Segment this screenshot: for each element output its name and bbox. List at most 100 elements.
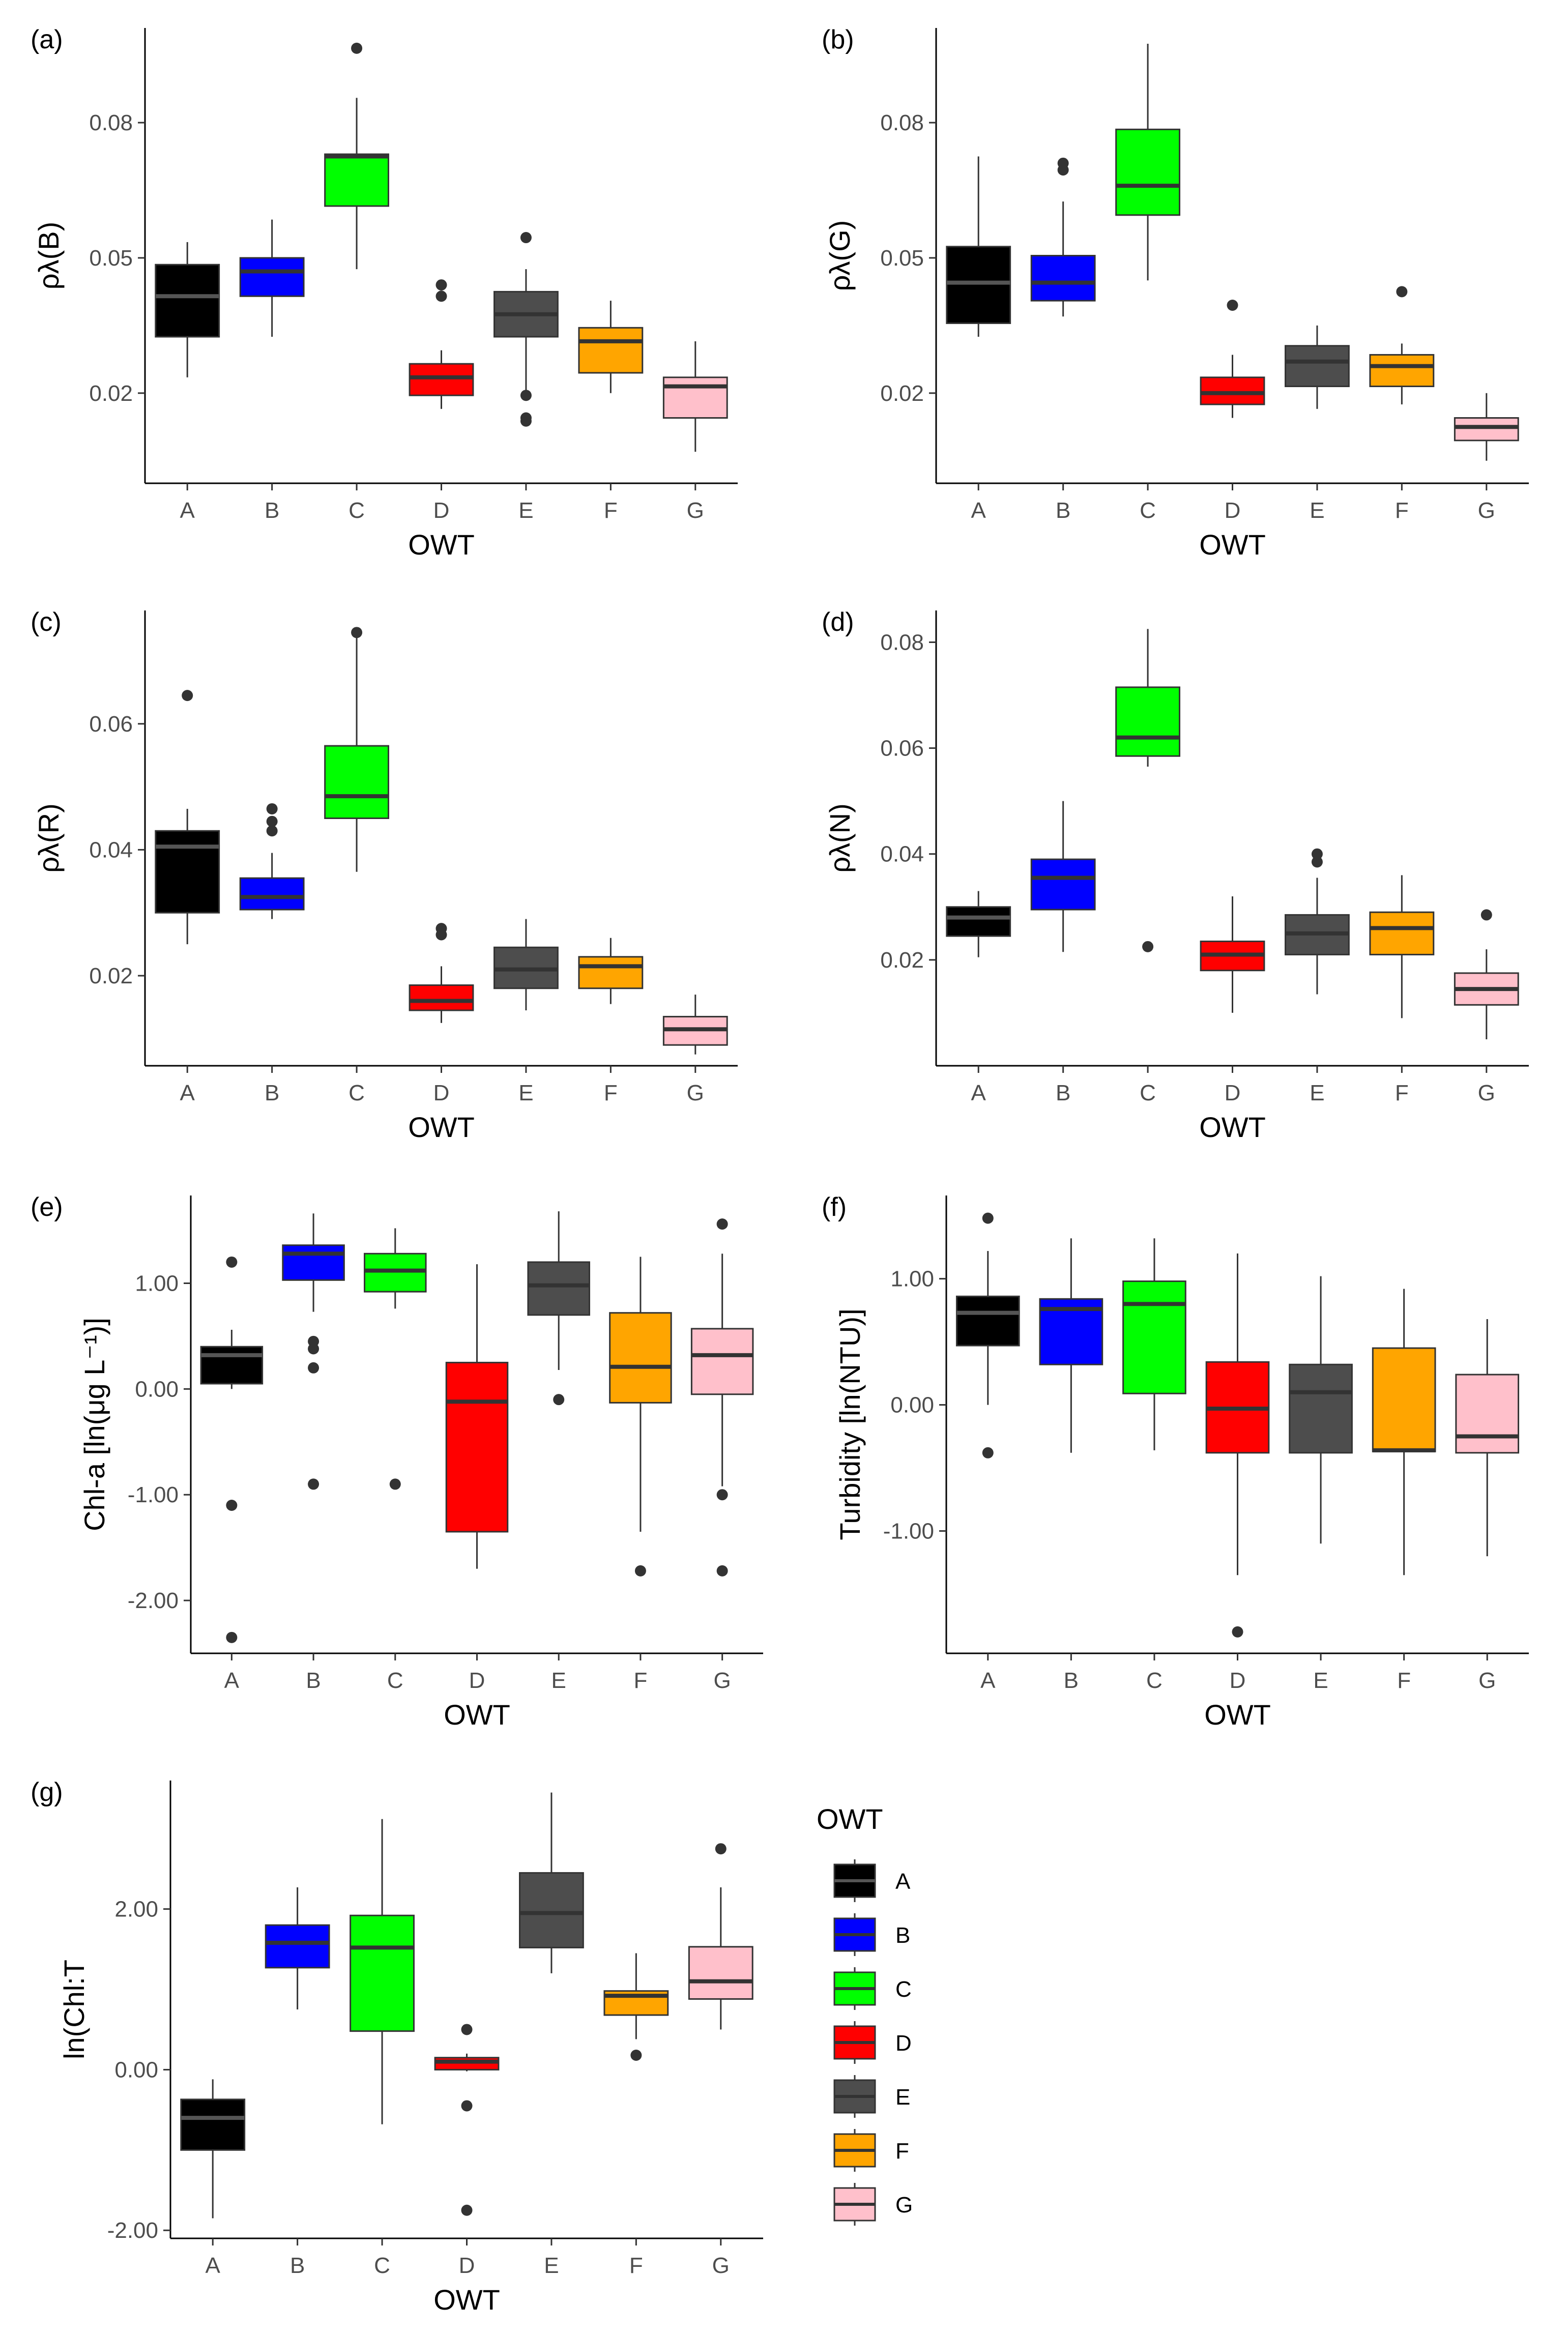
x-axis-title: OWT	[1199, 1111, 1266, 1143]
outlier-point	[1480, 909, 1492, 921]
x-tick-label: D	[459, 2253, 475, 2278]
legend-label: G	[895, 2193, 913, 2218]
y-tick-label: 0.05	[880, 246, 924, 271]
y-axis-title: ρλ(R)	[33, 803, 65, 873]
legend: OWT A B C D E F G	[817, 1803, 913, 2226]
x-tick-label: A	[980, 1668, 996, 1693]
outlier-point	[982, 1447, 994, 1458]
y-tick-label: -2.00	[128, 1588, 179, 1613]
x-tick-label: C	[349, 498, 365, 523]
legend-label: E	[895, 2085, 910, 2110]
y-tick-label: 0.02	[880, 381, 924, 406]
x-tick-label: B	[1064, 1668, 1079, 1693]
outlier-point	[266, 803, 278, 814]
x-tick-label: G	[712, 2253, 730, 2278]
legend-title: OWT	[817, 1803, 883, 1835]
legend-label: F	[895, 2139, 909, 2164]
y-tick-label: 0.08	[880, 110, 924, 135]
box-B	[265, 1924, 330, 1969]
box-A	[155, 830, 220, 914]
y-tick-label: -1.00	[128, 1482, 179, 1507]
y-tick-label: 0.08	[880, 630, 924, 655]
box-F	[1369, 354, 1435, 387]
x-tick-label: B	[1056, 1081, 1070, 1105]
box-B	[282, 1244, 345, 1281]
x-tick-label: F	[1397, 1668, 1411, 1693]
panel-d: (d) 0.02 0.04 0.06 0.08 A B C D E F G OWT ρλ(N)	[822, 607, 1529, 1143]
legend-label: A	[895, 1869, 911, 1894]
box-A	[946, 246, 1011, 324]
y-tick-label: 0.02	[89, 381, 133, 406]
box-E	[519, 1872, 584, 1948]
box-E	[1289, 1363, 1353, 1454]
x-tick-label: F	[604, 498, 618, 523]
outlier-point	[630, 2050, 642, 2061]
x-tick-label: C	[1146, 1668, 1163, 1693]
x-axis-title: OWT	[1204, 1699, 1271, 1731]
outlier-point	[182, 690, 193, 702]
y-axis-title: ρλ(B)	[33, 222, 65, 289]
x-tick-label: G	[1478, 1668, 1496, 1693]
x-tick-label: D	[433, 498, 450, 523]
legend-label: B	[895, 1923, 910, 1948]
outlier-point	[982, 1212, 994, 1224]
panel-a: (a) 0.02 0.05 0.08 A B C D E F G OWT ρλ(B)	[31, 25, 738, 561]
outlier-point	[1311, 848, 1323, 860]
y-tick-label: 1.00	[135, 1271, 179, 1296]
box-A	[155, 264, 220, 338]
box-E	[527, 1261, 590, 1316]
x-tick-label: D	[469, 1668, 485, 1693]
x-axis-title: OWT	[444, 1699, 510, 1731]
panel-tag: (a)	[31, 25, 63, 54]
outlier-point	[520, 390, 532, 401]
box-G	[1455, 1374, 1520, 1454]
x-tick-label: F	[633, 1668, 647, 1693]
x-tick-label: A	[206, 2253, 221, 2278]
box-B	[239, 257, 305, 297]
outlier-point	[1311, 856, 1323, 868]
y-axis-title: ln(Chl:T	[58, 1960, 90, 2059]
panel-tag: (f)	[822, 1192, 847, 1222]
box-C	[350, 1914, 415, 2032]
outlier-point	[461, 2100, 473, 2112]
y-tick-label: 0.00	[890, 1393, 934, 1418]
outlier-point	[520, 415, 532, 427]
outlier-point	[389, 1478, 401, 1490]
box-C	[364, 1252, 427, 1293]
outlier-point	[461, 2204, 473, 2216]
x-axis-title: OWT	[433, 2284, 500, 2316]
outlier-point	[461, 2024, 473, 2035]
y-tick-label: -1.00	[883, 1519, 934, 1544]
y-tick-label: 0.06	[89, 712, 133, 737]
outlier-point	[226, 1631, 238, 1643]
box-C	[324, 745, 389, 820]
outlier-point	[553, 1394, 565, 1406]
outlier-point	[226, 1256, 238, 1268]
box-C	[1122, 1280, 1186, 1394]
box-B	[1030, 255, 1096, 302]
outlier-point	[308, 1343, 320, 1355]
x-tick-label: F	[1395, 1081, 1409, 1105]
box-F	[578, 327, 644, 374]
x-tick-label: B	[265, 1081, 279, 1105]
y-tick-label: 0.02	[880, 948, 924, 973]
outlier-point	[1057, 157, 1069, 169]
outlier-point	[520, 232, 532, 244]
box-F	[609, 1312, 672, 1404]
outlier-point	[1227, 299, 1238, 311]
x-axis-title: OWT	[408, 1111, 475, 1143]
y-tick-label: 0.02	[89, 964, 133, 988]
x-tick-label: C	[374, 2253, 390, 2278]
outlier-point	[351, 42, 363, 54]
x-tick-label: E	[1310, 498, 1324, 523]
x-tick-label: E	[544, 2253, 559, 2278]
box-C	[1115, 128, 1180, 216]
x-tick-label: E	[1310, 1081, 1324, 1105]
x-tick-label: A	[224, 1668, 240, 1693]
outlier-point	[435, 279, 447, 291]
y-tick-label: 2.00	[114, 1897, 158, 1922]
panel-tag: (b)	[822, 25, 854, 54]
x-tick-label: G	[1478, 498, 1495, 523]
y-axis-title: Chl-a [ln(μg L⁻¹)]	[78, 1318, 110, 1531]
x-tick-label: A	[971, 1081, 986, 1105]
